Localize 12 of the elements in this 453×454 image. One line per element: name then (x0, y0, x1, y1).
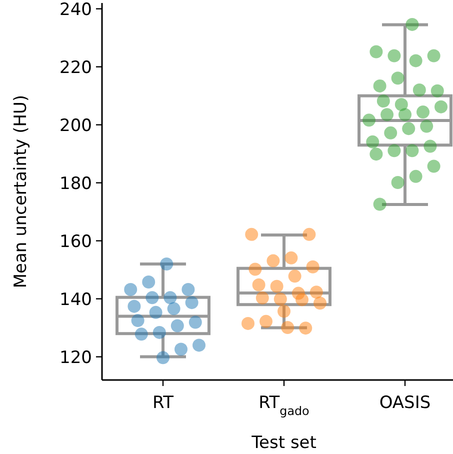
x-tick-label: OASIS (379, 393, 431, 413)
x-tick-label: RT (152, 393, 174, 413)
x-axis-title: Test set (250, 433, 317, 453)
y-tick-label: 140 (60, 290, 92, 310)
y-tick-label: 180 (60, 174, 92, 194)
y-axis-title: Mean uncertainty (HU) (11, 94, 31, 288)
y-tick-label: 220 (60, 58, 92, 78)
y-tick-label: 160 (60, 232, 92, 252)
y-tick-label: 240 (60, 0, 92, 20)
y-tick-label: 200 (60, 116, 92, 136)
y-tick-label: 120 (60, 348, 92, 368)
x-tick-label: RT$_{gado}$ (258, 393, 310, 418)
